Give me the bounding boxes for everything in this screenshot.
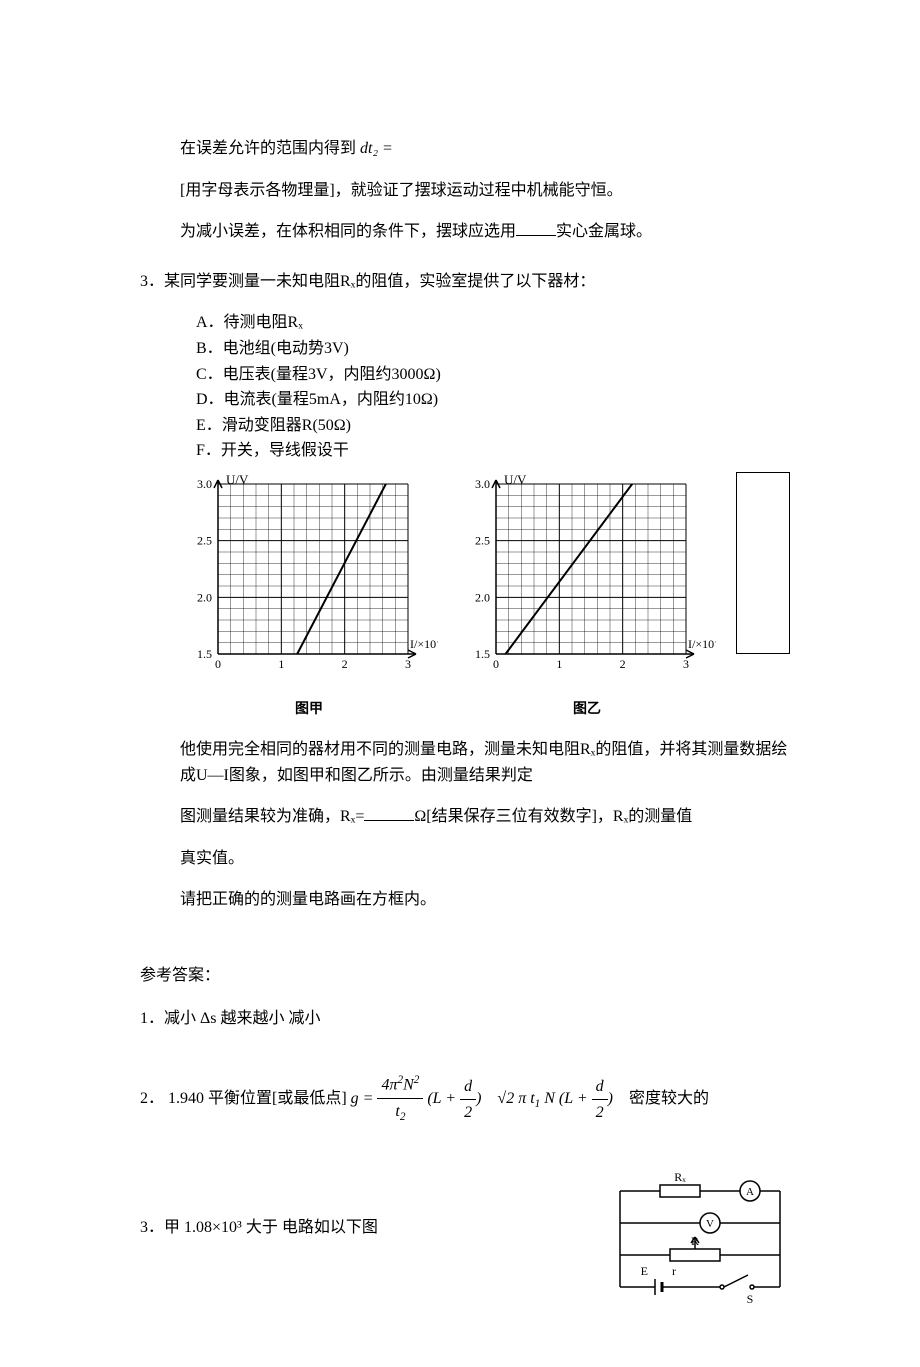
list-item: B．电池组(电动势3V)	[196, 336, 790, 362]
svg-text:3.0: 3.0	[197, 477, 212, 491]
list-item: F．开关，导线假设干	[196, 438, 790, 464]
q3-stem: 3．某同学要测量一未知电阻Rₓ的阻值，实验室提供了以下器材：	[140, 269, 790, 295]
svg-text:S: S	[747, 1292, 754, 1306]
svg-text:1: 1	[278, 657, 284, 671]
svg-text:3: 3	[405, 657, 411, 671]
svg-text:1.5: 1.5	[197, 647, 212, 661]
svg-text:I/×10⁻³A: I/×10⁻³A	[410, 637, 438, 651]
svg-text:1: 1	[556, 657, 562, 671]
svg-text:0: 0	[493, 657, 499, 671]
answers-section: 参考答案： 1．减小 Δs 越来越小 减小 2． 1.940 平衡位置[或最低点…	[140, 963, 790, 1307]
intro-line-1: 在误差允许的范围内得到 dt₂ =	[180, 136, 790, 162]
blank-fill	[516, 219, 556, 236]
intro-text: 在误差允许的范围内得到	[180, 140, 356, 157]
charts-row: 1.5 2.0 2.5 3.0 0 1 2 3 U/V I/×10⁻³A 图甲 1.5 2.0 2.5…	[180, 472, 790, 721]
svg-text:2.0: 2.0	[475, 590, 490, 604]
q3-after-2: 图测量结果较为准确，Rₓ=Ω[结果保存三位有效数字]，Rₓ的测量值	[180, 804, 790, 830]
q3-followup: 他使用完全相同的器材用不同的测量电路，测量未知电阻Rₓ的阻值，并将其测量数据绘成…	[180, 737, 790, 913]
intro-expr: dt₂ =	[360, 140, 393, 157]
list-item: C．电压表(量程3V，内阻约3000Ω)	[196, 362, 790, 388]
q3-after-4: 请把正确的的测量电路画在方框内。	[180, 887, 790, 913]
svg-text:2: 2	[342, 657, 348, 671]
svg-text:0: 0	[215, 657, 221, 671]
svg-text:r: r	[672, 1264, 676, 1278]
svg-text:V: V	[706, 1218, 714, 1230]
answer-2: 2． 1.940 平衡位置[或最低点] g = 4π2N2t2 (L + d2)…	[140, 1072, 790, 1127]
blank-fill	[364, 804, 414, 821]
formula-g: g = 4π2N2t2 (L + d2)	[351, 1090, 486, 1107]
intro-line-3: 为减小误差，在体积相同的条件下，摆球应选用实心金属球。	[180, 219, 790, 245]
formula-v: √2 π t1 N (L + d2)	[497, 1090, 617, 1107]
chart-jia: 1.5 2.0 2.5 3.0 0 1 2 3 U/V I/×10⁻³A 图甲	[180, 472, 438, 721]
intro-line-2: [用字母表示各物理量]，就验证了摆球运动过程中机械能守恒。	[180, 178, 790, 204]
answer-box	[736, 472, 790, 654]
chart-jia-caption: 图甲	[180, 699, 438, 721]
svg-text:A: A	[746, 1186, 754, 1198]
svg-text:U/V: U/V	[504, 472, 527, 487]
svg-text:2: 2	[620, 657, 626, 671]
intro-block: 在误差允许的范围内得到 dt₂ = [用字母表示各物理量]，就验证了摆球运动过程…	[180, 136, 790, 245]
svg-text:Rₓ: Rₓ	[674, 1170, 686, 1184]
answer-3-row: RₓAVRErS 3．甲 1.08×10³ 大于 电路如以下图	[140, 1167, 790, 1307]
svg-text:3.0: 3.0	[475, 477, 490, 491]
svg-text:2.5: 2.5	[475, 534, 490, 548]
svg-text:1.5: 1.5	[475, 647, 490, 661]
list-item: E．滑动变阻器R(50Ω)	[196, 413, 790, 439]
document-page: 在误差允许的范围内得到 dt₂ = [用字母表示各物理量]，就验证了摆球运动过程…	[0, 0, 920, 1367]
svg-text:U/V: U/V	[226, 472, 249, 487]
q3-equipment-list: A．待测电阻Rₓ B．电池组(电动势3V) C．电压表(量程3V，内阻约3000…	[196, 310, 790, 464]
list-item: A．待测电阻Rₓ	[196, 310, 790, 336]
svg-text:I/×10⁻³A: I/×10⁻³A	[688, 637, 716, 651]
answer-1: 1．减小 Δs 越来越小 减小	[140, 1006, 790, 1032]
circuit-diagram: RₓAVRErS	[600, 1167, 790, 1307]
svg-text:2.5: 2.5	[197, 534, 212, 548]
q3-after-3: 真实值。	[180, 846, 790, 872]
chart-yi: 1.5 2.0 2.5 3.0 0 1 2 3 U/V I/×10⁻³A 图乙	[458, 472, 716, 721]
svg-text:3: 3	[683, 657, 689, 671]
answers-heading: 参考答案：	[140, 963, 790, 989]
list-item: D．电流表(量程5mA，内阻约10Ω)	[196, 387, 790, 413]
svg-text:2.0: 2.0	[197, 590, 212, 604]
chart-yi-caption: 图乙	[458, 699, 716, 721]
q3-after-1: 他使用完全相同的器材用不同的测量电路，测量未知电阻Rₓ的阻值，并将其测量数据绘成…	[180, 737, 790, 788]
svg-text:E: E	[641, 1264, 648, 1278]
